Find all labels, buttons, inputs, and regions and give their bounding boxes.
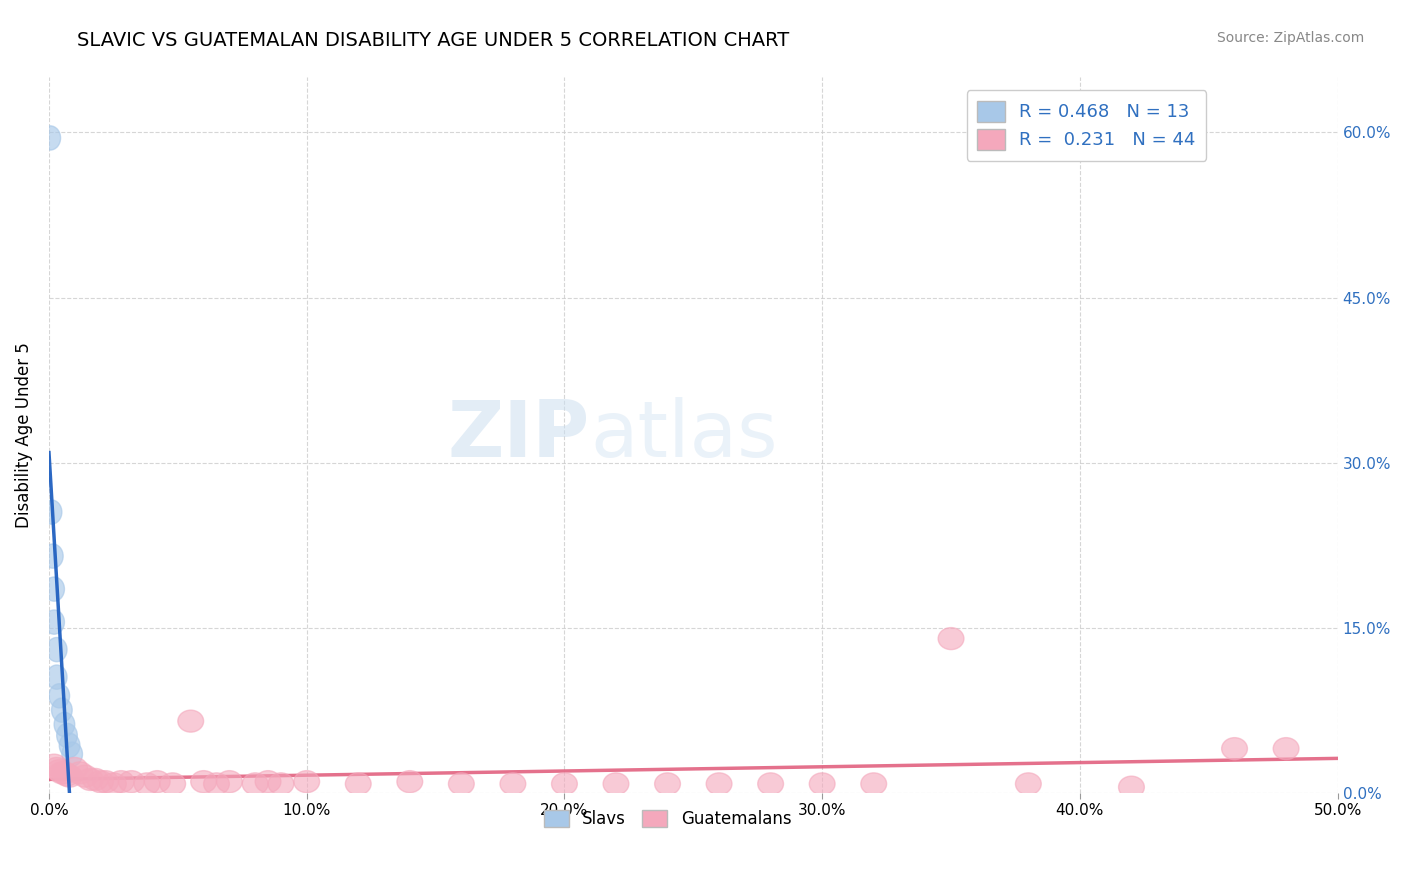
Ellipse shape xyxy=(41,500,62,524)
Ellipse shape xyxy=(1015,772,1042,795)
Ellipse shape xyxy=(62,742,83,766)
Ellipse shape xyxy=(160,772,186,795)
Ellipse shape xyxy=(603,772,628,795)
Legend: Slavs, Guatemalans: Slavs, Guatemalans xyxy=(537,803,799,834)
Ellipse shape xyxy=(87,771,114,793)
Ellipse shape xyxy=(67,762,93,784)
Ellipse shape xyxy=(269,772,294,795)
Ellipse shape xyxy=(62,757,87,780)
Ellipse shape xyxy=(53,713,75,737)
Ellipse shape xyxy=(53,764,80,786)
Ellipse shape xyxy=(59,733,80,757)
Ellipse shape xyxy=(39,126,60,150)
Ellipse shape xyxy=(449,772,474,795)
Ellipse shape xyxy=(44,577,65,601)
Ellipse shape xyxy=(46,760,72,781)
Ellipse shape xyxy=(242,772,269,795)
Ellipse shape xyxy=(758,772,783,795)
Ellipse shape xyxy=(1274,738,1299,760)
Ellipse shape xyxy=(501,772,526,795)
Ellipse shape xyxy=(44,757,69,780)
Ellipse shape xyxy=(52,698,72,723)
Ellipse shape xyxy=(191,771,217,793)
Ellipse shape xyxy=(346,772,371,795)
Text: ZIP: ZIP xyxy=(449,397,591,473)
Ellipse shape xyxy=(100,772,127,795)
Ellipse shape xyxy=(134,772,160,795)
Ellipse shape xyxy=(41,754,67,776)
Ellipse shape xyxy=(77,768,103,790)
Text: Source: ZipAtlas.com: Source: ZipAtlas.com xyxy=(1216,31,1364,45)
Ellipse shape xyxy=(42,544,63,568)
Ellipse shape xyxy=(1222,738,1247,760)
Ellipse shape xyxy=(56,765,83,787)
Ellipse shape xyxy=(396,771,423,793)
Ellipse shape xyxy=(44,610,65,634)
Ellipse shape xyxy=(52,762,77,784)
Ellipse shape xyxy=(93,771,118,793)
Ellipse shape xyxy=(46,665,67,690)
Ellipse shape xyxy=(254,771,281,793)
Ellipse shape xyxy=(177,710,204,732)
Ellipse shape xyxy=(118,771,145,793)
Text: SLAVIC VS GUATEMALAN DISABILITY AGE UNDER 5 CORRELATION CHART: SLAVIC VS GUATEMALAN DISABILITY AGE UNDE… xyxy=(77,31,790,50)
Ellipse shape xyxy=(72,765,98,787)
Ellipse shape xyxy=(49,762,75,784)
Ellipse shape xyxy=(204,772,229,795)
Ellipse shape xyxy=(108,771,134,793)
Ellipse shape xyxy=(49,684,69,708)
Ellipse shape xyxy=(706,772,733,795)
Ellipse shape xyxy=(1119,776,1144,798)
Ellipse shape xyxy=(551,772,578,795)
Ellipse shape xyxy=(145,771,170,793)
Y-axis label: Disability Age Under 5: Disability Age Under 5 xyxy=(15,343,32,528)
Text: atlas: atlas xyxy=(591,397,778,473)
Ellipse shape xyxy=(860,772,887,795)
Ellipse shape xyxy=(46,638,67,662)
Ellipse shape xyxy=(810,772,835,795)
Ellipse shape xyxy=(217,771,242,793)
Ellipse shape xyxy=(655,772,681,795)
Ellipse shape xyxy=(294,771,319,793)
Ellipse shape xyxy=(56,723,77,747)
Ellipse shape xyxy=(83,768,108,790)
Ellipse shape xyxy=(938,628,965,649)
